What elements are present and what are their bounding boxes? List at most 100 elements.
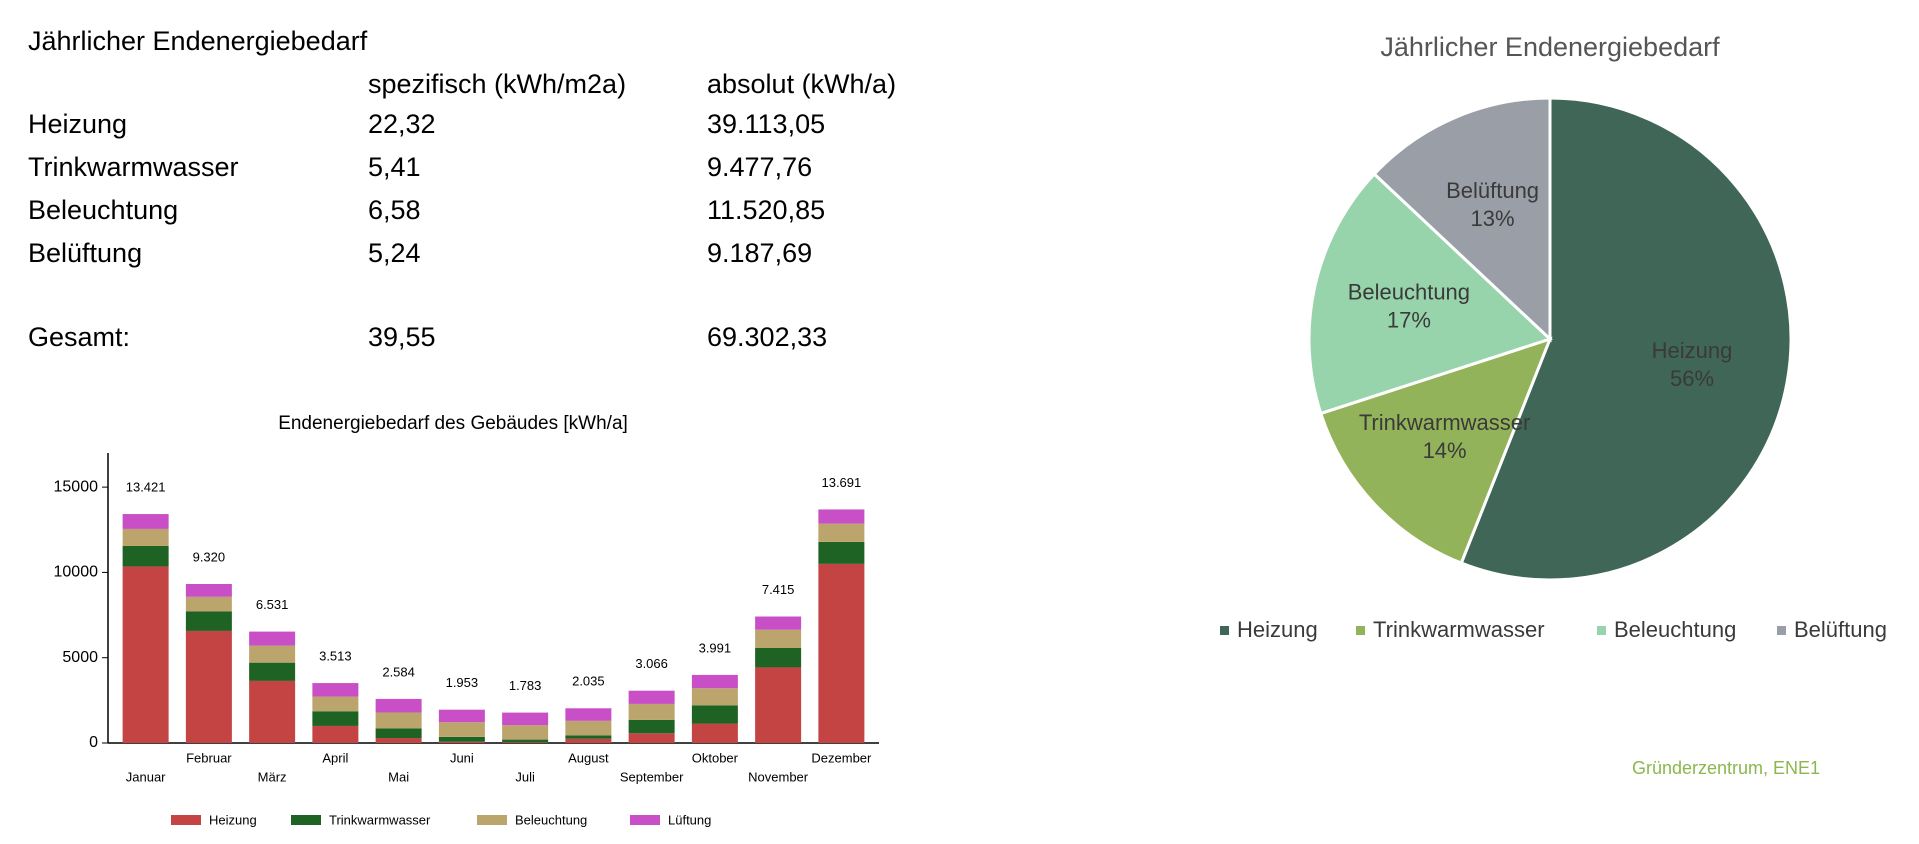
legend-swatch — [1220, 626, 1229, 635]
x-tick-label: April — [322, 750, 348, 765]
table-cell: 39.113,05 — [707, 109, 825, 139]
table-cell: 39,55 — [368, 322, 436, 352]
bar-segment — [818, 541, 865, 564]
total-label: 7.415 — [762, 582, 795, 597]
table-cell: 5,24 — [368, 238, 421, 268]
x-tick-label: Mai — [388, 769, 409, 784]
bar-segment — [628, 690, 675, 704]
slice-value: 56% — [1670, 366, 1714, 391]
y-tick-label: 10000 — [54, 564, 99, 581]
bar-segment — [502, 712, 549, 726]
bar-segment — [312, 696, 359, 712]
legend-swatch — [1777, 626, 1786, 635]
bar-segment — [375, 738, 422, 743]
legend-swatch — [171, 815, 201, 825]
table-cell: Belüftung — [28, 238, 142, 268]
bar-segment — [438, 722, 485, 737]
bar-segment — [502, 725, 549, 740]
bar-segment — [122, 514, 169, 529]
bar-segment — [691, 688, 738, 706]
x-tick-label: September — [620, 769, 684, 784]
bar-title: Endenergiebedarf des Gebäudes [kWh/a] — [278, 413, 628, 434]
bar-segment — [628, 703, 675, 720]
bar-segment — [755, 629, 802, 648]
bar-segment — [755, 647, 802, 668]
bar-segment — [691, 723, 738, 743]
bar-segment — [691, 705, 738, 724]
bar-segment — [312, 725, 359, 743]
y-tick-label: 5000 — [62, 649, 98, 666]
table-cell: 6,58 — [368, 195, 421, 225]
table-header: absolut (kWh/a) — [707, 69, 896, 99]
legend-label: Beleuchtung — [1614, 617, 1736, 642]
total-label: 3.513 — [319, 649, 352, 664]
footer: Gründerzentrum, ENE1 — [1632, 758, 1820, 778]
bar-segment — [628, 719, 675, 734]
bar-segment — [249, 631, 296, 646]
slice-label: Belüftung — [1446, 178, 1539, 203]
table-cell: Gesamt: — [28, 322, 130, 352]
legend-label: Belüftung — [1794, 617, 1887, 642]
bar-segment — [691, 674, 738, 689]
total-label: 3.991 — [699, 640, 732, 655]
legend-swatch — [1356, 626, 1365, 635]
table-cell: 5,41 — [368, 152, 421, 182]
table-cell: 9.187,69 — [707, 238, 812, 268]
legend-label: Trinkwarmwasser — [329, 812, 431, 827]
bar-segment — [818, 563, 865, 743]
bar-segment — [249, 662, 296, 681]
total-label: 13.691 — [821, 475, 861, 490]
x-tick-label: Oktober — [692, 750, 739, 765]
legend-label: Heizung — [209, 812, 257, 827]
table-title: Jährlicher Endenergiebedarf — [28, 26, 368, 56]
table-cell: Beleuchtung — [28, 195, 178, 225]
bar-segment — [438, 736, 485, 742]
total-label: 2.584 — [382, 664, 415, 679]
legend-swatch — [1597, 626, 1606, 635]
table-cell: Heizung — [28, 109, 127, 139]
bar-segment — [565, 708, 612, 721]
bar-segment — [249, 645, 296, 663]
legend-label: Trinkwarmwasser — [1373, 617, 1545, 642]
slice-label: Beleuchtung — [1348, 279, 1470, 304]
bar-segment — [249, 680, 296, 743]
pie-slice — [1459, 96, 1793, 582]
bar-segment — [122, 545, 169, 567]
table-cell: Trinkwarmwasser — [28, 152, 239, 182]
slice-value: 13% — [1471, 206, 1515, 231]
total-label: 6.531 — [256, 597, 289, 612]
legend-swatch — [630, 815, 660, 825]
bar-segment — [565, 738, 612, 743]
pie-title: Jährlicher Endenergiebedarf — [1380, 32, 1720, 62]
x-tick-label: November — [748, 769, 809, 784]
bar-segment — [818, 523, 865, 542]
table-cell: 11.520,85 — [707, 195, 825, 225]
table-cell: 69.302,33 — [707, 322, 827, 352]
legend-label: Heizung — [1237, 617, 1318, 642]
bar-segment — [312, 711, 359, 726]
bar-segment — [122, 566, 169, 743]
bar-segment — [502, 739, 549, 743]
bar-segment — [755, 667, 802, 743]
x-tick-label: Juni — [450, 750, 474, 765]
legend-label: Lüftung — [668, 812, 711, 827]
total-label: 1.953 — [446, 675, 479, 690]
bar-segment — [185, 630, 232, 743]
legend-swatch — [291, 815, 321, 825]
table-cell: 22,32 — [368, 109, 436, 139]
slice-label: Heizung — [1652, 338, 1733, 363]
bar-segment — [185, 596, 232, 612]
table-cell: 9.477,76 — [707, 152, 812, 182]
bar-segment — [375, 728, 422, 739]
legend-swatch — [477, 815, 507, 825]
bar-segment — [438, 741, 485, 743]
total-label: 9.320 — [193, 549, 226, 564]
x-tick-label: Dezember — [811, 750, 872, 765]
bar-segment — [312, 683, 359, 697]
bar-segment — [185, 584, 232, 597]
slice-label: Trinkwarmwasser — [1359, 410, 1531, 435]
bar-segment — [818, 509, 865, 524]
bar-segment — [375, 698, 422, 713]
x-tick-label: März — [258, 769, 287, 784]
